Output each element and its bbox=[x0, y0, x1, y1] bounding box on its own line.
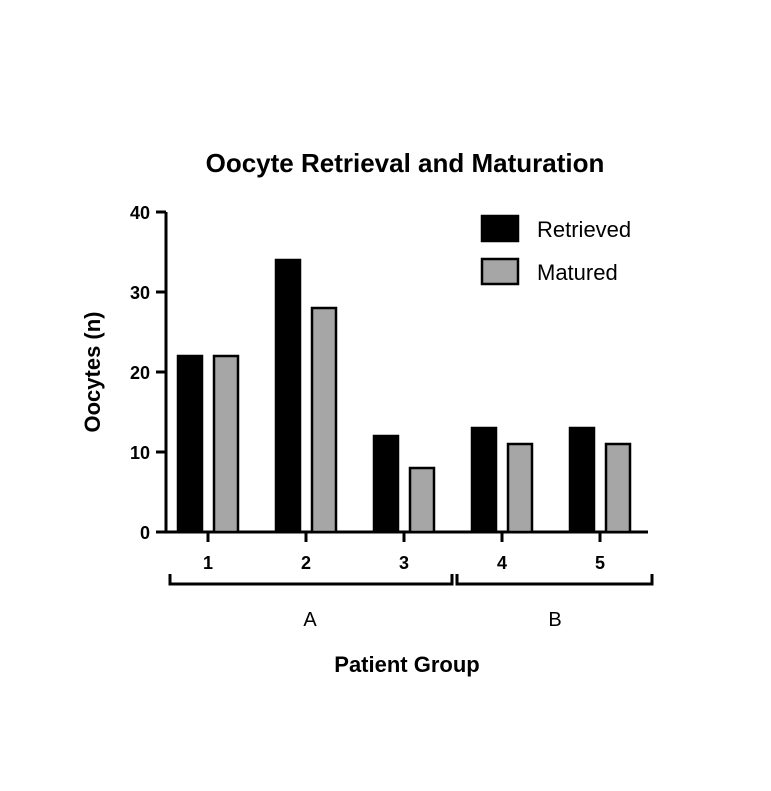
x-tick-label: 5 bbox=[595, 553, 605, 573]
bar-retrieved-2 bbox=[274, 258, 302, 534]
plot-area: 0 10 20 30 40 1 2 3 4 5 A B Retrieved Matured bbox=[130, 203, 654, 631]
legend-label: Retrieved bbox=[537, 217, 631, 242]
bar-matured-3 bbox=[408, 466, 436, 534]
chart-title: Oocyte Retrieval and Maturation bbox=[206, 148, 605, 178]
group-bracket-B bbox=[455, 574, 654, 586]
legend-swatch-retrieved bbox=[480, 214, 520, 243]
x-tick-label: 1 bbox=[203, 553, 213, 573]
y-tick-label: 40 bbox=[130, 203, 150, 223]
y-tick-label: 20 bbox=[130, 363, 150, 383]
bar-matured-4 bbox=[506, 442, 534, 534]
bar-matured-2 bbox=[310, 306, 338, 534]
y-tick-label: 30 bbox=[130, 283, 150, 303]
bar-retrieved-4 bbox=[470, 426, 498, 534]
group-label: B bbox=[548, 609, 561, 631]
bar-retrieved-5 bbox=[568, 426, 596, 534]
y-axis-label: Oocytes (n) bbox=[80, 311, 105, 432]
x-tick-label: 2 bbox=[301, 553, 311, 573]
bar-matured-1 bbox=[212, 354, 240, 534]
bar-retrieved-3 bbox=[372, 434, 400, 534]
legend-label: Matured bbox=[537, 260, 618, 285]
x-tick-label: 4 bbox=[497, 553, 507, 573]
y-tick-label: 0 bbox=[140, 523, 150, 543]
x-axis-label: Patient Group bbox=[334, 652, 479, 677]
group-bracket-A bbox=[168, 574, 454, 586]
legend-swatch-matured bbox=[480, 257, 520, 286]
group-label: A bbox=[303, 609, 317, 631]
bar-matured-5 bbox=[604, 442, 632, 534]
y-tick-label: 10 bbox=[130, 443, 150, 463]
bar-retrieved-1 bbox=[176, 354, 204, 534]
x-tick-label: 3 bbox=[399, 553, 409, 573]
